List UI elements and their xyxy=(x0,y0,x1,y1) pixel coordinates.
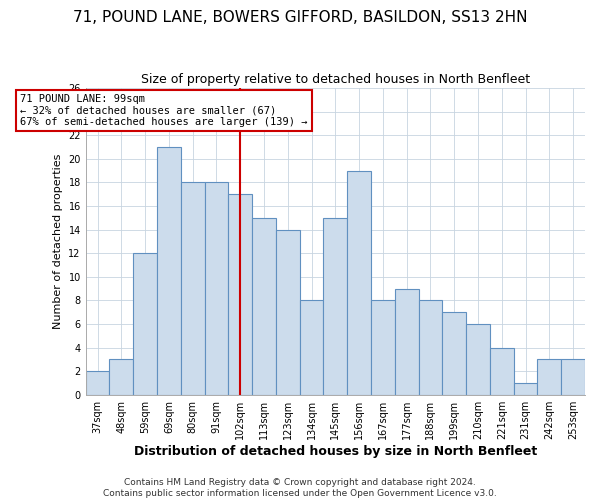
Bar xyxy=(371,300,395,394)
Bar xyxy=(229,194,252,394)
Bar xyxy=(157,147,181,394)
Bar xyxy=(323,218,347,394)
Bar xyxy=(299,300,323,394)
Y-axis label: Number of detached properties: Number of detached properties xyxy=(53,154,63,329)
Bar xyxy=(133,253,157,394)
Text: 71, POUND LANE, BOWERS GIFFORD, BASILDON, SS13 2HN: 71, POUND LANE, BOWERS GIFFORD, BASILDON… xyxy=(73,10,527,25)
Bar xyxy=(561,360,585,394)
Title: Size of property relative to detached houses in North Benfleet: Size of property relative to detached ho… xyxy=(141,72,530,86)
Bar xyxy=(419,300,442,394)
Text: Contains HM Land Registry data © Crown copyright and database right 2024.
Contai: Contains HM Land Registry data © Crown c… xyxy=(103,478,497,498)
Bar xyxy=(252,218,276,394)
Bar xyxy=(490,348,514,395)
Bar xyxy=(395,288,419,395)
Bar xyxy=(514,383,538,394)
Bar xyxy=(181,182,205,394)
Bar xyxy=(276,230,299,394)
Bar xyxy=(109,360,133,394)
Bar xyxy=(205,182,229,394)
Bar xyxy=(538,360,561,394)
Bar xyxy=(442,312,466,394)
Text: 71 POUND LANE: 99sqm
← 32% of detached houses are smaller (67)
67% of semi-detac: 71 POUND LANE: 99sqm ← 32% of detached h… xyxy=(20,94,308,127)
Bar xyxy=(466,324,490,394)
Bar xyxy=(347,170,371,394)
Bar xyxy=(86,371,109,394)
X-axis label: Distribution of detached houses by size in North Benfleet: Distribution of detached houses by size … xyxy=(134,444,537,458)
